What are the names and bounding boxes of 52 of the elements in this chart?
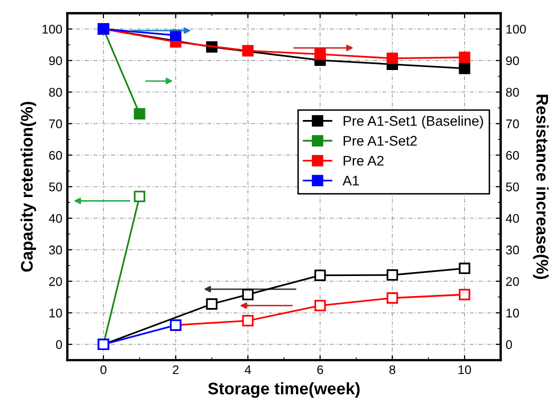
point bbox=[134, 190, 146, 202]
y-tick-label: 10 bbox=[50, 308, 62, 318]
y2-tick-label: 60 bbox=[506, 150, 519, 160]
y-tick-label: 80 bbox=[49, 88, 62, 97]
point bbox=[242, 315, 254, 326]
point bbox=[134, 108, 146, 120]
y2-tick-label: 70 bbox=[506, 119, 519, 128]
point bbox=[314, 270, 326, 281]
x-tick-label: 10 bbox=[458, 365, 472, 374]
point bbox=[386, 292, 398, 304]
point bbox=[458, 262, 470, 274]
point bbox=[458, 288, 470, 300]
point bbox=[242, 288, 254, 300]
y-tick-label: 70 bbox=[49, 119, 62, 128]
legend-label: A1 bbox=[342, 176, 359, 186]
y-tick-label: 20 bbox=[49, 277, 62, 286]
legend-label: Pre A2 bbox=[344, 156, 384, 166]
y2-tick-label: 80 bbox=[506, 88, 519, 97]
point bbox=[314, 48, 326, 60]
legend-label: Pre A1-Set1 (Baseline) bbox=[344, 116, 483, 129]
legend-label: Pre A1-Set2 bbox=[344, 136, 417, 146]
y2-tick-label: 0 bbox=[506, 340, 512, 350]
point bbox=[386, 52, 398, 64]
x-tick-label: 6 bbox=[317, 365, 324, 374]
x-tick-label: 4 bbox=[244, 365, 252, 374]
y-tick-label: 60 bbox=[49, 150, 62, 160]
y-tick-label: 50 bbox=[49, 182, 62, 192]
point bbox=[242, 45, 254, 56]
y2-tick-label: 20 bbox=[506, 277, 519, 286]
y2-tick-label: 10 bbox=[506, 308, 519, 318]
y-tick-label: 0 bbox=[56, 340, 62, 350]
y-axis-title: Capacity retention(%) bbox=[20, 102, 36, 272]
x-tick-label: 0 bbox=[100, 365, 106, 374]
x-axis-title: Storage time(week) bbox=[208, 382, 360, 398]
point bbox=[206, 298, 218, 310]
y-tick-label: 30 bbox=[49, 246, 62, 254]
y2-tick-label: 50 bbox=[506, 182, 519, 192]
y-tick-label: 40 bbox=[48, 214, 62, 223]
y2-tick-label: 90 bbox=[506, 56, 519, 66]
y2-tick-label: 30 bbox=[506, 246, 519, 254]
point bbox=[386, 269, 398, 281]
point bbox=[170, 30, 182, 41]
x-tick-label: 2 bbox=[172, 365, 179, 374]
y2-tick-label: 40 bbox=[506, 214, 519, 223]
y-tick-label: 100 bbox=[42, 24, 62, 34]
point bbox=[314, 300, 326, 312]
point bbox=[458, 62, 470, 74]
x-tick-label: 8 bbox=[389, 365, 396, 374]
y-tick-label: 90 bbox=[49, 56, 62, 66]
point bbox=[458, 52, 470, 64]
y2-axis-title: Resistance increase(%) bbox=[533, 94, 549, 279]
y2-tick-label: 100 bbox=[506, 24, 526, 34]
